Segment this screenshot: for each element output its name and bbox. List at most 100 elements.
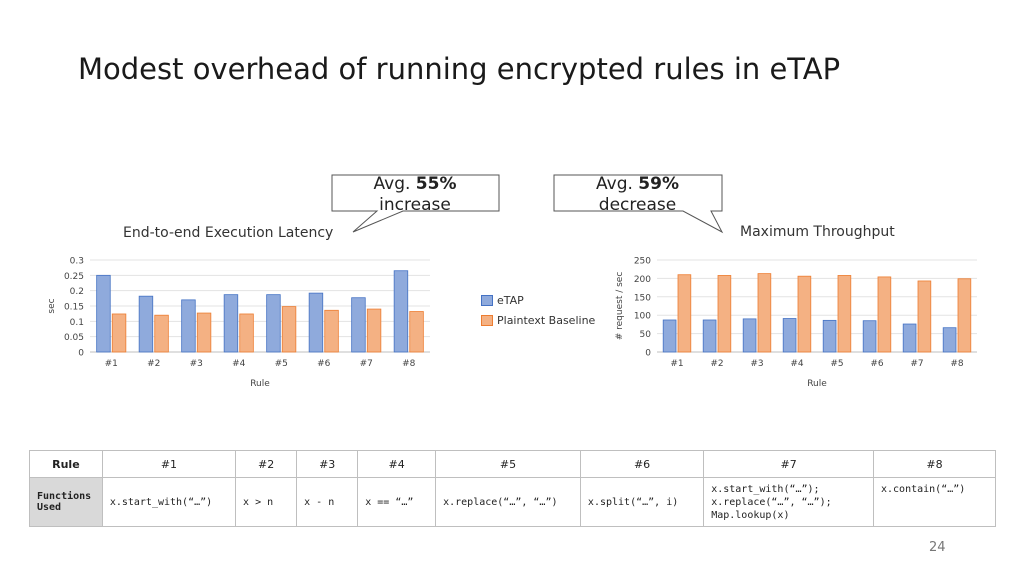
legend-label-etap: eTAP [497,293,524,307]
rule-cell: #5 [435,450,581,478]
throughput-bar-series1 [782,318,797,353]
throughput-x-tick-label: #7 [910,359,923,369]
throughput-x-tick-label: #5 [830,359,843,369]
latency-chart-title: End-to-end Execution Latency [123,225,334,241]
latency-y-tick-label: 0.1 [70,318,84,328]
latency-y-tick-label: 0.2 [70,287,84,297]
throughput-bar-series1 [742,318,757,353]
throughput-bar-series2 [837,275,852,353]
slide-title: Modest overhead of running encrypted rul… [78,52,841,86]
functions-table: Rule #1 #2 #3 #4 #5 #6 #7 #8 Functions U… [29,450,996,527]
latency-bar-series1 [96,274,111,353]
function-cell: x.start_with(“…”) [101,477,237,527]
latency-bar-series2 [111,313,127,353]
latency-bar-series2 [239,313,254,353]
rule-row: Rule #1 #2 #3 #4 #5 #6 #7 #8 [29,450,996,478]
rule-cell: #4 [357,450,437,478]
callout-throughput-shape [553,174,724,234]
throughput-bar-series2 [717,275,732,353]
rule-cell: #3 [296,450,359,478]
latency-x-tick-label: #6 [317,359,331,369]
legend-label-plaintext: Plaintext Baseline [497,313,596,327]
function-cell: x.split(“…”, i) [579,477,705,527]
latency-bar-series2 [281,306,297,353]
throughput-x-axis-label: Rule [807,379,827,389]
rule-cell: #1 [101,450,237,478]
rule-header-cell: Rule [29,450,103,478]
latency-bar-series1 [393,270,409,353]
legend-swatch-etap [481,294,493,306]
latency-chart: 0 0.05 0.1 0.15 0.2 0.25 0.3 #1 #2 #3 #4 #5 #6 #7 #8 Ru… [47,257,430,389]
function-cell: x == “…” [357,477,437,527]
latency-legend: eTAP Plaintext Baseline [481,290,595,330]
latency-bar-series1 [308,292,324,353]
throughput-chart-title: Maximum Throughput [740,224,895,240]
latency-bar-series1 [138,295,154,353]
function-cell: x > n [235,477,298,527]
throughput-y-tick-label: 100 [634,312,651,322]
callout-latency: Avg. 55% increase [331,174,501,234]
latency-bar-series1 [351,297,366,353]
throughput-bar-series2 [677,274,692,353]
callout-latency-label: increase [379,195,451,215]
latency-x-tick-label: #4 [232,359,246,369]
throughput-y-axis-label: # request / sec [615,272,625,341]
function-cell: x.contain(“…”) [873,477,996,527]
throughput-bar-series2 [797,275,812,353]
throughput-bar-series1 [822,319,837,353]
latency-x-tick-label: #2 [147,359,160,369]
callout-latency-shape [331,174,500,233]
latency-bar-series2 [196,312,212,353]
legend-swatch-plaintext [481,314,493,326]
function-cell: x.replace(“…”, “…”) [435,477,581,527]
rule-cell: #7 [703,450,874,478]
functions-row: Functions Used x.start_with(“…”) x > n x… [29,477,996,527]
latency-x-tick-label: #3 [190,359,203,369]
latency-y-tick-label: 0 [78,349,84,359]
rule-cell: #2 [235,450,298,478]
latency-x-tick-label: #8 [402,359,416,369]
throughput-y-tick-label: 0 [645,349,651,359]
function-cell: x - n [296,477,359,527]
throughput-x-tick-label: #3 [750,359,763,369]
throughput-x-tick-label: #1 [670,359,683,369]
callout-throughput-prefix: Avg. [596,174,639,194]
latency-y-tick-label: 0.3 [70,257,84,267]
legend-item-etap: eTAP [481,290,595,310]
functions-header-cell: Functions Used [29,477,103,527]
throughput-bar-series1 [862,320,877,353]
latency-bar-series2 [154,314,169,353]
latency-bar-series2 [366,308,382,353]
callout-latency-value: 55% [415,174,457,194]
throughput-bar-series2 [877,276,892,353]
latency-bar-series1 [181,299,196,353]
throughput-x-tick-label: #2 [710,359,723,369]
latency-y-tick-label: 0.15 [64,303,84,313]
throughput-y-tick-label: 250 [634,257,651,267]
throughput-x-tick-label: #8 [950,359,964,369]
function-cell: x.start_with(“…”); x.replace(“…”, “…”); … [703,477,874,527]
throughput-bar-series1 [902,323,917,353]
latency-x-tick-label: #1 [105,359,118,369]
throughput-bar-series2 [757,273,772,353]
latency-x-axis-label: Rule [250,379,270,389]
page-number: 24 [929,540,946,555]
latency-bar-series1 [223,294,239,353]
throughput-y-tick-label: 50 [640,330,652,340]
throughput-chart: 0 50 100 150 200 250 #1 #2 #3 #4 #5 #6 #7 #8 Rule # req… [615,257,977,389]
throughput-x-tick-label: #4 [790,359,804,369]
latency-x-tick-label: #5 [275,359,288,369]
throughput-y-tick-label: 150 [634,293,651,303]
legend-item-plaintext: Plaintext Baseline [481,310,595,330]
latency-bar-series1 [266,294,281,353]
latency-bar-series2 [409,311,424,353]
callout-throughput-label: decrease [598,195,677,215]
throughput-y-tick-label: 200 [634,275,651,285]
throughput-x-tick-label: #6 [870,359,884,369]
throughput-bar-series1 [702,319,717,353]
callout-throughput: Avg. 59% decrease [553,174,724,234]
callout-latency-prefix: Avg. [373,174,416,194]
throughput-bar-series2 [957,278,972,353]
latency-y-tick-label: 0.25 [64,272,84,282]
callout-throughput-value: 59% [638,174,679,194]
